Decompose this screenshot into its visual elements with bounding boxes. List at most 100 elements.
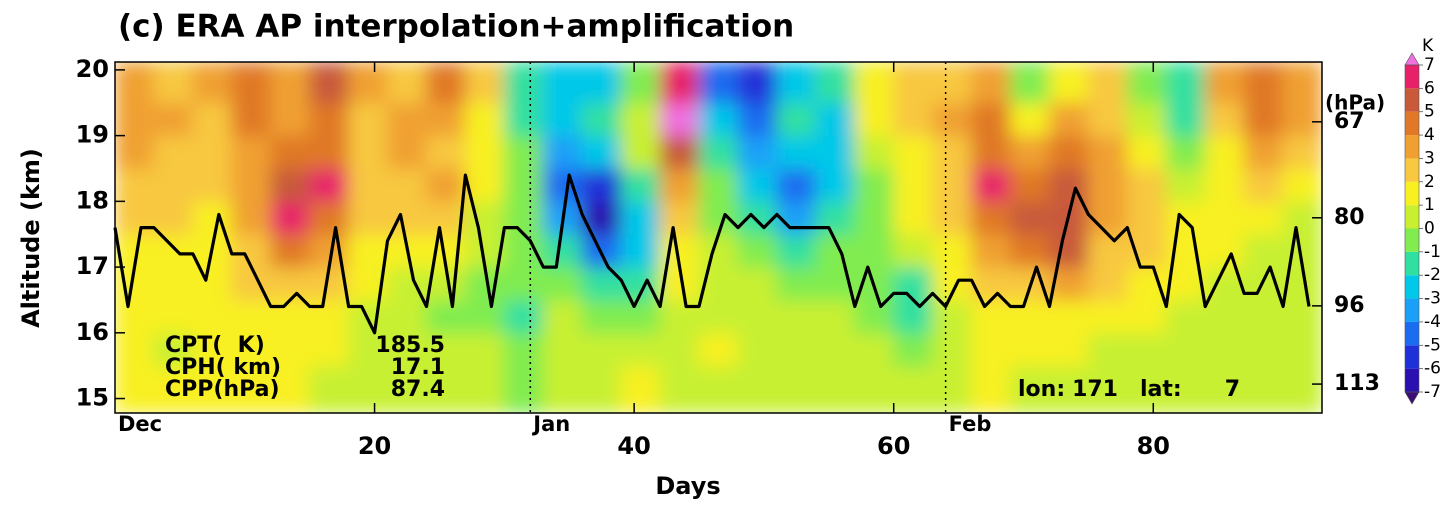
heat-cell: [659, 135, 700, 169]
heat-cell: [1282, 62, 1322, 104]
heat-cell: [425, 332, 466, 367]
heat-cell: [1165, 365, 1206, 413]
colorbar-label: 2: [1424, 172, 1435, 192]
heat-cell: [153, 266, 194, 301]
heat-cell: [737, 62, 778, 104]
heat-cell: [1165, 62, 1206, 104]
plot-frame: [114, 61, 1323, 414]
heat-cell: [971, 233, 1012, 268]
y-tick-label: 20: [76, 55, 109, 83]
heat-cell: [1087, 200, 1128, 235]
heat-cell: [1243, 62, 1284, 104]
heat-cell: [1126, 266, 1167, 301]
month-label: Dec: [118, 412, 162, 436]
heat-cell: [1243, 233, 1284, 268]
heat-cell: [1048, 62, 1089, 104]
heat-cell: [231, 200, 272, 235]
colorbar-band: [1405, 368, 1419, 392]
heat-cell: [776, 167, 817, 202]
heat-cell: [153, 365, 194, 413]
heat-cell: [115, 135, 155, 169]
colorbar-band: [1405, 345, 1419, 369]
heat-cell: [737, 266, 778, 301]
heat-cell: [270, 200, 311, 235]
x-tick-label: 40: [617, 432, 650, 460]
heat-cell: [737, 233, 778, 268]
y-tick-label: 18: [76, 186, 109, 214]
heat-cell: [425, 365, 466, 413]
heat-cell: [854, 135, 895, 169]
heat-cell: [270, 332, 311, 367]
stat-value: 87.4: [391, 377, 445, 402]
heat-cell: [1204, 200, 1245, 235]
heat-cell: [153, 332, 194, 367]
heat-cell: [542, 102, 583, 137]
heat-cell: [425, 299, 466, 334]
heat-cell: [425, 102, 466, 137]
heat-cell: [1048, 102, 1089, 137]
heat-cell: [115, 167, 155, 202]
heat-cell: [971, 135, 1012, 169]
heat-cell: [1087, 332, 1128, 367]
heat-cell: [1048, 299, 1089, 334]
heat-cell: [1282, 167, 1322, 202]
heat-cell: [309, 332, 350, 367]
heatmap: [115, 62, 1322, 413]
heatmap-cells: [115, 62, 1322, 413]
heat-cell: [542, 233, 583, 268]
heat-cell: [1204, 102, 1245, 137]
heat-cell: [387, 167, 427, 202]
heat-cell: [893, 135, 934, 169]
y-tick-label: 19: [76, 121, 109, 149]
heat-cell: [620, 299, 661, 334]
heat-cell: [698, 332, 739, 367]
heat-cell: [1087, 233, 1128, 268]
heat-cell: [1010, 62, 1050, 104]
heat-cell: [231, 167, 272, 202]
heat-cell: [815, 135, 856, 169]
colorbar-band: [1405, 298, 1419, 322]
heat-cell: [1243, 332, 1284, 367]
heat-cell: [932, 332, 973, 367]
heat-cell: [815, 102, 856, 137]
heat-cell: [503, 332, 544, 367]
heat-cell: [153, 233, 194, 268]
heat-cell: [893, 332, 934, 367]
y-tick-label: 15: [76, 384, 109, 412]
heat-cell: [270, 365, 311, 413]
heat-cell: [153, 167, 194, 202]
heat-cell: [776, 332, 817, 367]
heat-cell: [1126, 167, 1167, 202]
heat-cell: [192, 365, 233, 413]
heat-cell: [854, 233, 895, 268]
colorbar-band: [1405, 275, 1419, 299]
heat-cell: [932, 62, 973, 104]
heat-cell: [932, 365, 973, 413]
heat-cell: [1087, 299, 1128, 334]
stat-label: CPT( K): [165, 333, 265, 358]
heat-cell: [971, 266, 1012, 301]
heat-cell: [893, 102, 934, 137]
heat-cell: [698, 167, 739, 202]
heat-cell: [620, 332, 661, 367]
heat-cell: [893, 299, 934, 334]
heat-cell: [1126, 135, 1167, 169]
heat-cell: [776, 365, 817, 413]
heat-cell: [309, 135, 350, 169]
heat-cell: [1010, 332, 1050, 367]
colorbar-band: [1405, 111, 1419, 136]
heat-cell: [815, 200, 856, 235]
heat-cell: [348, 135, 389, 169]
heat-cell: [932, 200, 973, 235]
heat-cell: [231, 135, 272, 169]
heat-cell: [270, 102, 311, 137]
heat-cell: [348, 233, 389, 268]
heat-cell: [1048, 135, 1089, 169]
heat-cell: [348, 332, 389, 367]
y2-tick-label: 96: [1334, 293, 1365, 318]
cph-line: [113, 173, 1311, 335]
heat-cell: [503, 62, 544, 104]
heat-cell: [854, 102, 895, 137]
heat-cell: [542, 266, 583, 301]
